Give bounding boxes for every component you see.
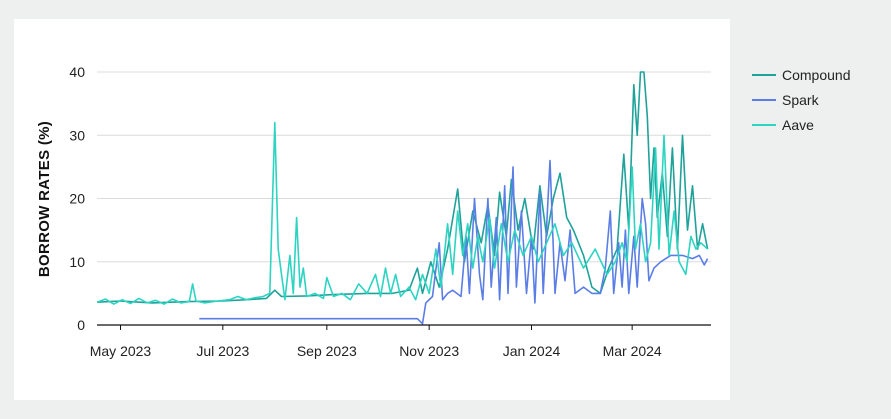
series-line-aave: [96, 121, 709, 305]
x-tick-label: May 2023: [90, 343, 152, 359]
y-tick-label: 30: [69, 127, 85, 143]
x-tick-label: Nov 2023: [399, 343, 459, 359]
legend-swatch-spark: [752, 98, 776, 101]
x-tick-label: Jul 2023: [196, 343, 249, 359]
axes: 0 10 20 30 40 May 2023 Jul 2023 Sep 2023 Nov 202…: [69, 64, 711, 359]
line-chart: 0 10 20 30 40 May 2023 Jul 2023 Sep 2023 Nov 202…: [36, 64, 711, 359]
series-lines: [96, 71, 709, 325]
legend-item-aave[interactable]: Aave: [752, 112, 851, 137]
y-tick-label: 20: [69, 191, 85, 207]
legend-swatch-aave: [752, 123, 776, 126]
x-tick-label: Mar 2024: [603, 343, 662, 359]
chart-legend: Compound Spark Aave: [752, 62, 851, 137]
x-tick-label: Sep 2023: [297, 343, 357, 359]
y-tick-label: 10: [69, 254, 85, 270]
legend-label-aave: Aave: [782, 116, 814, 133]
legend-label-compound: Compound: [782, 66, 851, 83]
legend-swatch-compound: [752, 73, 776, 76]
legend-label-spark: Spark: [782, 91, 819, 108]
series-line-spark: [199, 159, 709, 325]
x-tick-label: Jan 2024: [503, 343, 561, 359]
y-tick-label: 0: [77, 317, 85, 333]
y-axis-title: BORROW RATES (%): [36, 121, 53, 277]
legend-item-compound[interactable]: Compound: [752, 62, 851, 87]
legend-item-spark[interactable]: Spark: [752, 87, 851, 112]
y-tick-label: 40: [69, 64, 85, 80]
grid-lines: [97, 71, 711, 263]
chart-card: 0 10 20 30 40 May 2023 Jul 2023 Sep 2023 Nov 202…: [14, 19, 730, 400]
